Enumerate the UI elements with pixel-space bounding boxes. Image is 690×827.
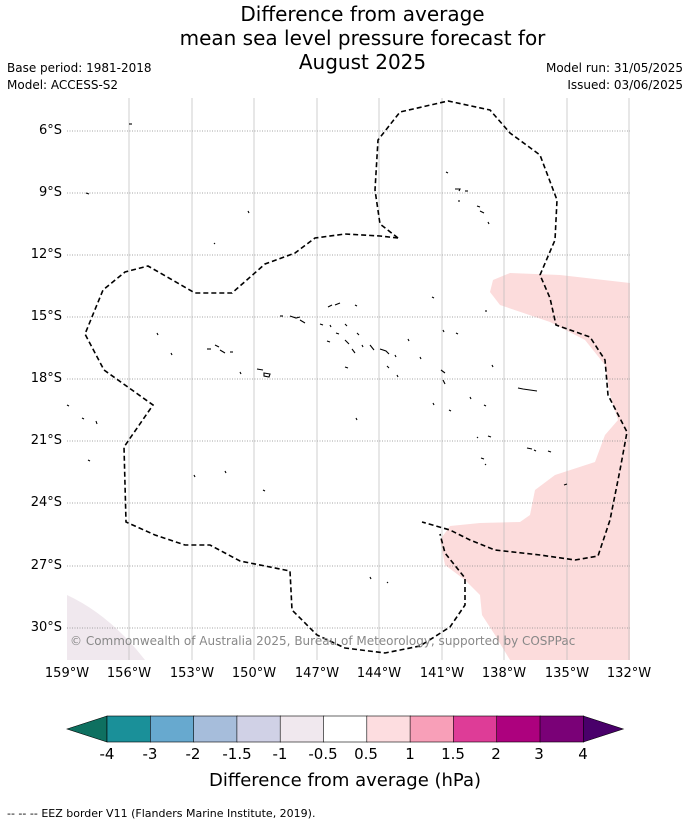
lon-label: 132°W	[606, 666, 652, 681]
lon-label: 138°W	[481, 666, 527, 681]
title-line-2: mean sea level pressure forecast for	[179, 26, 546, 50]
colorbar-cell	[150, 715, 195, 743]
title-line-3: August 2025	[298, 50, 427, 74]
lat-label: 30°S	[30, 620, 62, 635]
islands	[66, 123, 568, 584]
colorbar-cell	[236, 715, 281, 743]
colorbar-cell	[106, 715, 152, 743]
colorbar-tick-label: -3	[142, 745, 158, 763]
lat-label: 18°S	[30, 371, 62, 386]
lon-label: 141°W	[419, 666, 465, 681]
positive-anomaly-region	[440, 273, 630, 660]
lon-label: 156°W	[106, 666, 152, 681]
colorbar-tick-label: 0.5	[354, 745, 378, 763]
colorbar-cell	[409, 715, 455, 743]
base-period: Base period: 1981-2018	[7, 61, 152, 75]
colorbar-cell	[279, 715, 325, 743]
colorbar-tick-label: -1	[272, 745, 288, 763]
lat-label: 6°S	[38, 123, 62, 138]
lat-label: 9°S	[38, 185, 62, 200]
lon-label: 150°W	[231, 666, 277, 681]
colorbar-cell	[453, 715, 498, 743]
lat-label: 15°S	[30, 309, 62, 324]
map-title: Difference from average mean sea level p…	[0, 2, 690, 74]
eez-border-cook-islands	[84, 233, 466, 654]
lon-label: 147°W	[294, 666, 340, 681]
colorbar-tick-label: 2	[491, 745, 501, 763]
colorbar-cell	[366, 715, 411, 743]
lat-label: 21°S	[30, 433, 62, 448]
lon-label: 159°W	[44, 666, 90, 681]
eez-border-french-polynesia	[374, 100, 628, 561]
model-run: Model run: 31/05/2025	[545, 61, 683, 75]
map-gridlines	[67, 98, 630, 660]
colorbar-extend-low	[66, 715, 108, 743]
lat-label: 12°S	[30, 247, 62, 262]
lat-label: 24°S	[30, 495, 62, 510]
lon-label: 153°W	[169, 666, 215, 681]
eez-legend-symbol: -- -- --	[7, 807, 38, 820]
colorbar-cell	[193, 715, 238, 743]
metadata-left: Base period: 1981-2018 Model: ACCESS-S2	[7, 60, 152, 94]
lon-label: 135°W	[544, 666, 590, 681]
metadata-right: Model run: 31/05/2025 Issued: 03/06/2025	[546, 60, 683, 94]
colorbar-tick-label: -4	[99, 745, 115, 763]
lat-label: 27°S	[30, 558, 62, 573]
colorbar-tick-label: 4	[578, 745, 588, 763]
model-name: Model: ACCESS-S2	[7, 78, 119, 92]
colorbar-title: Difference from average (hPa)	[208, 770, 482, 791]
eez-legend: -- -- -- EEZ border V11 (Flanders Marine…	[7, 807, 315, 820]
colorbar-tick-label: 3	[534, 745, 544, 763]
lon-label: 144°W	[356, 666, 402, 681]
colorbar-cell	[323, 715, 368, 743]
colorbar-extend-high	[582, 715, 625, 743]
map-canvas	[66, 98, 630, 660]
colorbar	[66, 715, 625, 743]
colorbar-tick-label: 1.5	[441, 745, 465, 763]
title-line-1: Difference from average	[240, 2, 485, 26]
colorbar-tick-label: 1	[405, 745, 415, 763]
issued-date: Issued: 03/06/2025	[567, 78, 683, 92]
eez-legend-text: EEZ border V11 (Flanders Marine Institut…	[41, 807, 316, 820]
colorbar-tick-label: -2	[185, 745, 201, 763]
colorbar-tick-label: -0.5	[308, 745, 338, 763]
copyright-notice: © Commonwealth of Australia 2025, Bureau…	[70, 634, 576, 648]
colorbar-cell	[496, 715, 541, 743]
colorbar-tick-label: -1.5	[222, 745, 252, 763]
negative-anomaly-region	[67, 595, 145, 660]
colorbar-cell	[539, 715, 585, 743]
eez-borders	[84, 100, 628, 654]
